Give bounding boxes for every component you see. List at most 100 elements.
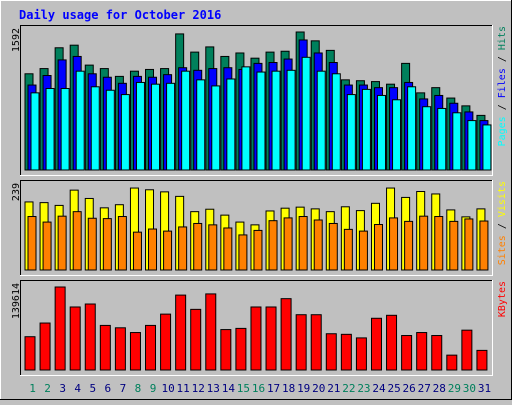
bar-sites-day-17: [268, 220, 278, 271]
bar-pages-day-18: [286, 69, 296, 171]
bar-pages-day-14: [226, 78, 236, 171]
bar-kbytes-day-20: [310, 314, 322, 371]
day-label-16: 16: [252, 382, 265, 395]
bar-sites-day-25: [389, 217, 399, 271]
panel-kbytes-legend: KBytes: [497, 281, 508, 317]
day-label-20: 20: [312, 382, 325, 395]
bar-pages-day-28: [437, 107, 447, 171]
day-label-5: 5: [89, 382, 96, 395]
day-label-24: 24: [372, 382, 386, 395]
bar-kbytes-day-21: [325, 333, 337, 371]
legend-part-3: /: [497, 50, 508, 68]
bar-sites-day-26: [404, 220, 414, 271]
day-label-15: 15: [237, 382, 250, 395]
bar-pages-day-2: [45, 88, 55, 171]
bar-kbytes-day-25: [386, 314, 398, 371]
bar-sites-day-30: [464, 218, 474, 271]
day-label-23: 23: [357, 382, 370, 395]
bar-sites-day-7: [117, 216, 127, 271]
day-label-12: 12: [192, 382, 205, 395]
bar-pages-day-4: [75, 70, 85, 171]
bar-kbytes-day-4: [69, 306, 81, 371]
day-label-6: 6: [105, 382, 112, 395]
panel-visits-sites: 239 Sites / Visits: [11, 180, 508, 276]
bar-pages-day-9: [151, 83, 161, 171]
bar-kbytes-day-27: [416, 332, 428, 371]
bar-sites-day-11: [178, 226, 188, 271]
panel-hits-files-pages: 1592 Pages / Files / Hits: [11, 25, 508, 176]
bar-sites-day-14: [223, 227, 233, 271]
day-label-10: 10: [161, 382, 174, 395]
bar-kbytes-day-13: [205, 293, 217, 371]
bar-sites-day-9: [148, 228, 158, 271]
bar-sites-day-31: [479, 220, 489, 271]
bar-kbytes-day-10: [160, 313, 172, 371]
bar-pages-day-25: [392, 99, 402, 171]
bar-pages-day-26: [407, 86, 417, 171]
day-label-30: 30: [463, 382, 476, 395]
bar-kbytes-day-2: [39, 322, 51, 371]
bar-sites-day-21: [328, 222, 338, 271]
bar-kbytes-day-14: [220, 329, 232, 371]
bar-sites-day-16: [253, 229, 263, 271]
day-label-1: 1: [29, 382, 36, 395]
legend-part-1: /: [497, 217, 508, 235]
bar-sites-day-15: [238, 234, 248, 271]
chart-title: Daily usage for October 2016: [19, 8, 221, 22]
bar-kbytes-day-15: [235, 327, 247, 371]
bar-pages-day-30: [467, 120, 477, 171]
panel-hits-files-pages-legend: Pages / Files / Hits: [497, 26, 508, 146]
bar-kbytes-day-11: [175, 294, 187, 371]
bar-pages-day-7: [120, 94, 130, 171]
bar-kbytes-day-8: [129, 332, 141, 371]
day-label-29: 29: [448, 382, 461, 395]
bar-sites-day-18: [283, 217, 293, 271]
bar-pages-day-23: [361, 88, 371, 171]
day-label-14: 14: [222, 382, 236, 395]
legend-part-2: Files: [497, 68, 508, 98]
panel-visits-sites-legend: Sites / Visits: [497, 181, 508, 265]
bar-pages-day-31: [482, 124, 492, 171]
bar-sites-day-19: [298, 216, 308, 271]
bar-pages-day-17: [271, 70, 281, 171]
bar-kbytes-day-12: [190, 308, 202, 371]
bar-pages-day-11: [181, 70, 191, 171]
bar-kbytes-day-26: [401, 335, 413, 371]
bar-sites-day-29: [449, 220, 459, 271]
bar-pages-day-6: [105, 89, 115, 171]
bar-kbytes-day-29: [446, 354, 458, 371]
day-labels: 1 2 3 4 5 6 7 8 9 10 11 12 13 14 15 16 17 18 19 20 21 22 23 24 2…: [29, 382, 491, 395]
bar-kbytes-day-24: [370, 317, 382, 371]
bar-pages-day-22: [346, 94, 356, 171]
bar-sites-day-5: [87, 217, 97, 271]
panel-hits-files-pages-ymax-label: 1592: [11, 28, 22, 52]
day-label-11: 11: [177, 382, 190, 395]
bar-sites-day-3: [57, 215, 67, 271]
bar-pages-day-20: [316, 70, 326, 171]
bar-kbytes-day-7: [114, 327, 126, 371]
bar-kbytes-day-16: [250, 306, 262, 371]
panel-kbytes-ymax-label: 139614: [11, 283, 22, 319]
day-label-3: 3: [59, 382, 66, 395]
day-label-26: 26: [403, 382, 416, 395]
bar-sites-day-23: [358, 230, 368, 271]
legend-part-0: Pages: [497, 116, 508, 146]
legend-part-2: Visits: [497, 181, 508, 217]
bar-kbytes-day-28: [431, 335, 443, 371]
bar-kbytes-day-1: [24, 336, 36, 371]
day-label-7: 7: [120, 382, 127, 395]
day-label-17: 17: [267, 382, 280, 395]
bar-kbytes-day-23: [355, 337, 367, 371]
legend-part-0: KBytes: [497, 281, 508, 317]
bar-sites-day-2: [42, 221, 52, 271]
day-label-31: 31: [478, 382, 491, 395]
bar-kbytes-day-9: [145, 324, 157, 371]
bar-pages-day-15: [241, 66, 251, 171]
day-label-8: 8: [135, 382, 142, 395]
bar-pages-day-12: [196, 79, 206, 171]
bar-pages-day-8: [135, 81, 145, 171]
bar-pages-day-29: [452, 112, 462, 171]
day-label-18: 18: [282, 382, 295, 395]
bar-kbytes-day-17: [265, 306, 277, 371]
